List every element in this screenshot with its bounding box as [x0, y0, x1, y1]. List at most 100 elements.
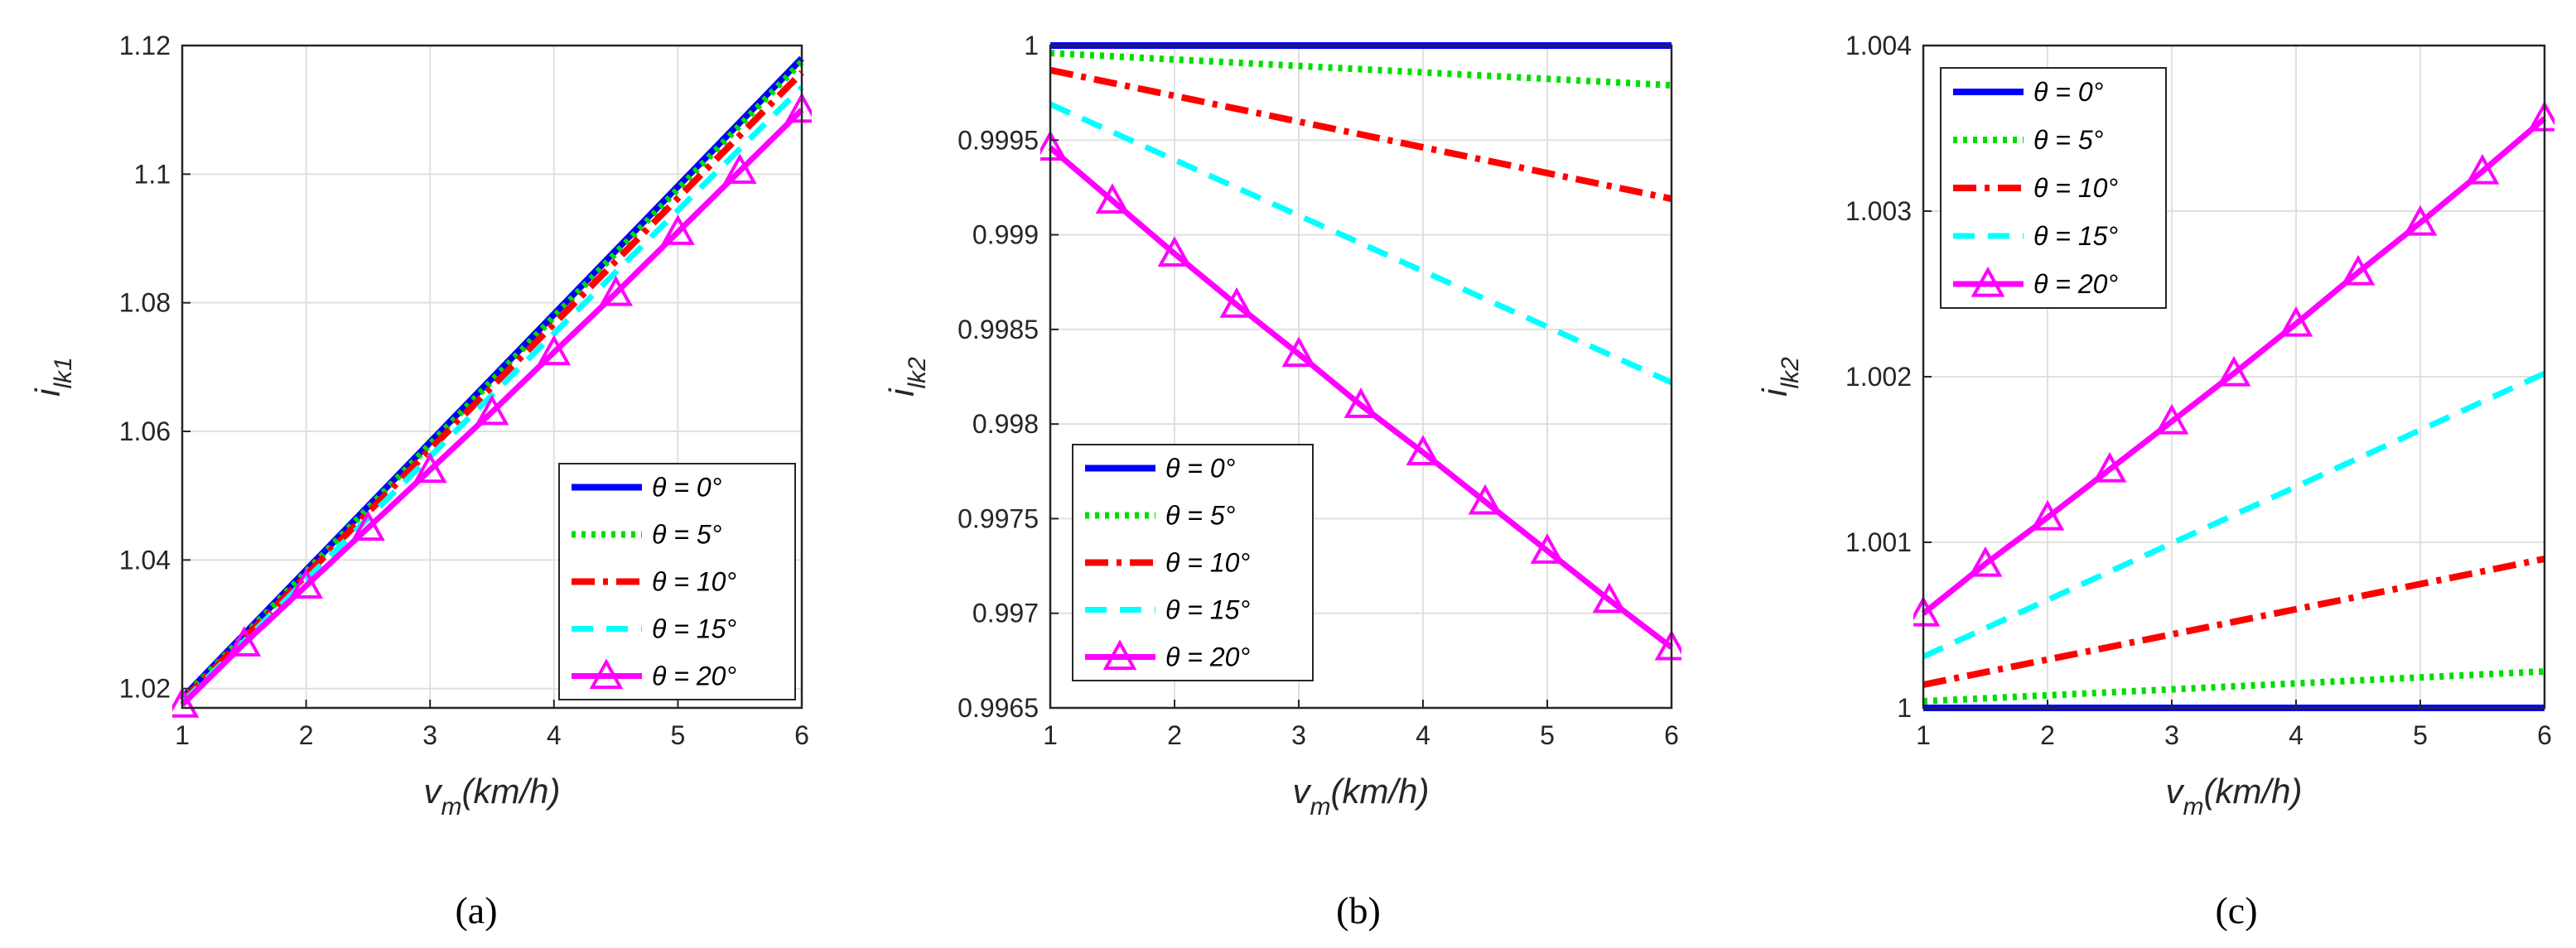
x-tick-label: 2	[2040, 720, 2055, 750]
y-tick-label: 1.004	[1845, 31, 1912, 60]
series-marker	[172, 686, 200, 718]
series-marker	[1219, 287, 1254, 318]
x-tick-label: 5	[671, 720, 686, 750]
series-marker	[351, 510, 385, 541]
y-tick-label: 0.997	[972, 599, 1039, 628]
x-tick-label: 6	[1664, 720, 1679, 750]
series-line-2	[1049, 66, 1672, 203]
y-tick-label: 1.12	[119, 31, 171, 60]
panel-caption: (a)	[455, 889, 497, 931]
y-tick-label: 0.999	[972, 220, 1039, 250]
series-marker	[2092, 451, 2127, 483]
series-marker	[722, 153, 757, 185]
axes-box	[181, 44, 803, 710]
y-axis-label: ilk1	[28, 357, 77, 397]
legend-label-2: θ = 10°	[1165, 548, 1250, 578]
x-tick-label: 5	[2413, 720, 2428, 750]
legend: θ = 0° θ = 5° θ = 10° θ = 15° θ = 20°	[1940, 67, 2167, 309]
x-axis-label: vm(km/h)	[1293, 772, 1430, 820]
series-marker	[289, 568, 323, 599]
y-tick-label: 1.08	[119, 288, 171, 318]
legend-label-1: θ = 5°	[652, 520, 722, 550]
legend-label-4: θ = 20°	[2033, 269, 2118, 299]
series-line-3	[1922, 370, 2546, 660]
x-tick-label: 5	[1540, 720, 1555, 750]
legend-label-1: θ = 5°	[1165, 501, 1236, 531]
y-tick-label: 1.001	[1845, 527, 1912, 557]
y-tick-label: 0.9975	[958, 503, 1039, 533]
series-line-4	[1048, 145, 1674, 650]
series-marker	[1968, 546, 2003, 577]
series-line-3	[1049, 101, 1673, 386]
legend-box	[558, 463, 796, 700]
panel-caption: (b)	[1336, 889, 1381, 931]
chart-panel-2: 1 2 3 4 5 6 0.9965 0.997 0.9975 0.998 0.9985 0.999 0…	[882, 31, 1681, 931]
y-tick-label: 1.06	[119, 416, 171, 446]
y-tick-label: 1.003	[1845, 196, 1912, 226]
legend-marker	[1102, 639, 1137, 671]
y-tick-label: 1.002	[1845, 362, 1912, 392]
legend-marker	[1971, 266, 2005, 297]
x-tick-label: 1	[1043, 720, 1058, 750]
x-tick-label: 1	[1916, 720, 1931, 750]
x-axis-label: vm(km/h)	[2166, 772, 2303, 820]
x-axis-label: vm(km/h)	[424, 772, 561, 820]
series-marker	[2217, 355, 2251, 387]
series-marker	[1343, 387, 1378, 418]
series-marker	[599, 275, 633, 306]
x-tick-label: 1	[175, 720, 190, 750]
x-tick-label: 2	[299, 720, 314, 750]
series-marker	[412, 452, 447, 484]
series-marker	[2341, 254, 2376, 286]
series-marker	[227, 626, 262, 657]
y-tick-label: 1	[1897, 693, 1912, 723]
series-marker	[2465, 153, 2500, 185]
series-group	[172, 55, 812, 718]
series-marker	[2154, 403, 2189, 435]
legend-label-0: θ = 0°	[652, 473, 722, 503]
series-line-1	[1922, 668, 2545, 705]
legend: θ = 0° θ = 5° θ = 10° θ = 15° θ = 20°	[558, 463, 796, 700]
series-marker	[1281, 336, 1316, 368]
legend-label-0: θ = 0°	[2033, 77, 2104, 107]
y-tick-label: 1	[1024, 31, 1039, 60]
legend-label-4: θ = 20°	[1165, 642, 1250, 672]
series-line-1	[1049, 50, 1672, 89]
legend-label-3: θ = 15°	[1165, 595, 1250, 625]
series-marker	[2279, 306, 2313, 337]
series-marker	[475, 394, 509, 426]
y-tick-label: 1.04	[119, 545, 171, 575]
series-marker	[2030, 499, 2065, 531]
legend: θ = 0° θ = 5° θ = 10° θ = 15° θ = 20°	[1072, 444, 1314, 681]
y-tick-label: 0.998	[972, 409, 1039, 439]
legend-label-3: θ = 15°	[2033, 221, 2118, 251]
series-marker	[537, 334, 572, 366]
y-tick-label: 1.02	[119, 674, 171, 704]
x-tick-label: 4	[547, 720, 562, 750]
x-tick-label: 6	[794, 720, 809, 750]
series-line-4	[180, 108, 804, 707]
chart-panel-3: 1 2 3 4 5 6 1 1.001 1.002 1.003 1.004 vm(km/h) ilk2 θ…	[1755, 31, 2554, 931]
series-line-4	[1921, 116, 2547, 616]
legend-box	[1072, 444, 1314, 681]
y-tick-label: 0.9985	[958, 315, 1039, 344]
y-tick-label: 1.1	[134, 159, 171, 189]
legend-label-2: θ = 10°	[2033, 173, 2118, 203]
legend-box	[1940, 67, 2167, 309]
series-marker	[661, 214, 695, 245]
y-tick-label: 0.9965	[958, 693, 1039, 723]
series-marker	[1095, 183, 1130, 214]
x-tick-label: 3	[422, 720, 437, 750]
chart-panel-1: 1 2 3 4 5 6 1.02 1.04 1.06 1.08 1.1 1.12 vm(km/h) ilk…	[28, 31, 812, 931]
axes-box	[1049, 44, 1673, 710]
series-marker	[1530, 533, 1565, 564]
series-marker	[2403, 205, 2438, 236]
series-marker	[1468, 484, 1503, 515]
series-marker	[1406, 435, 1440, 466]
x-tick-label: 2	[1167, 720, 1182, 750]
series-marker	[1592, 582, 1627, 614]
legend-marker	[589, 658, 624, 690]
legend-label-1: θ = 5°	[2033, 125, 2104, 155]
legend-label-2: θ = 10°	[652, 567, 736, 597]
legend-label-4: θ = 20°	[652, 662, 736, 691]
